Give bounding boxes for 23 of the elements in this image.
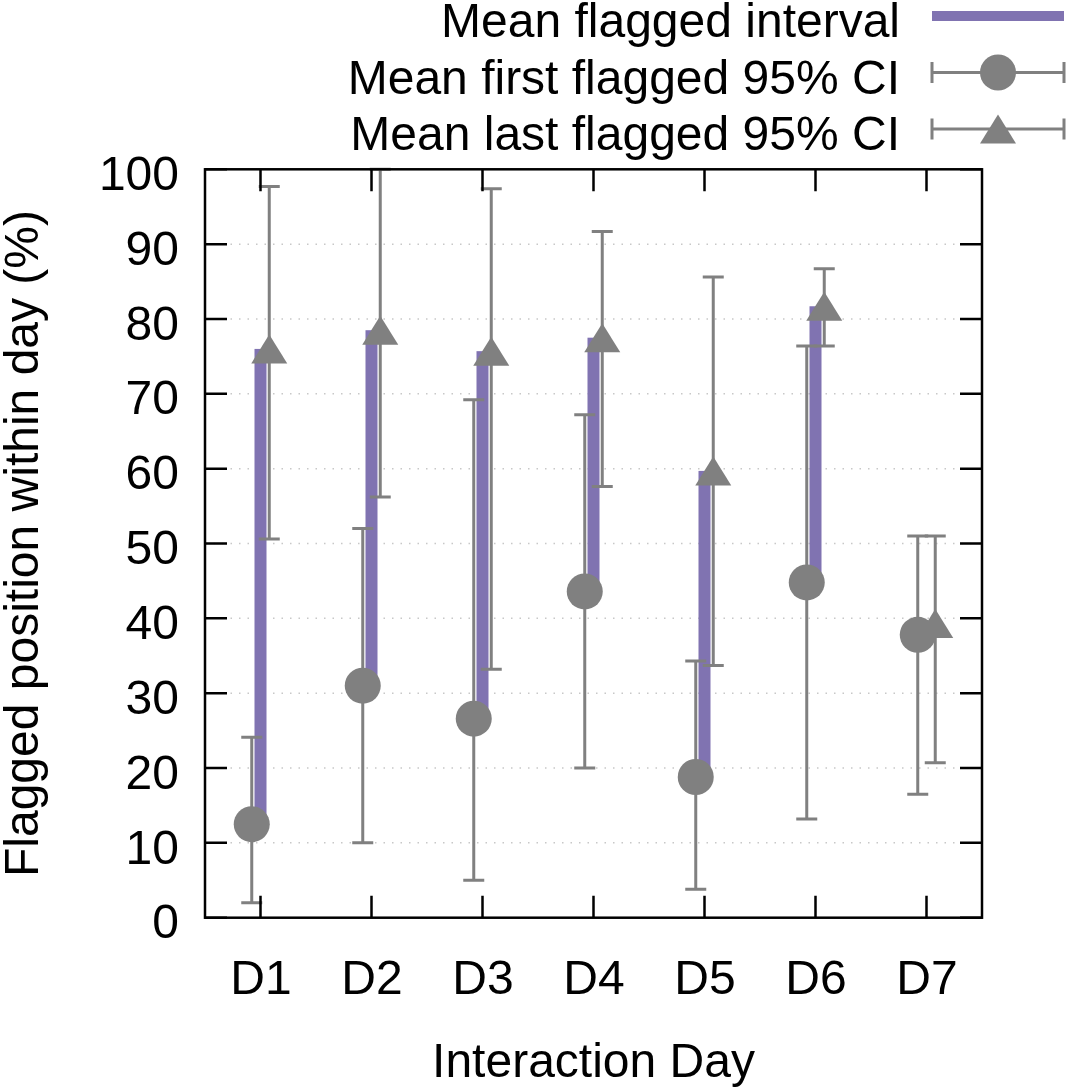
x-tick-label: D7 — [896, 950, 958, 1004]
legend-label: Mean first flagged 95% CI — [347, 50, 900, 104]
y-tick-label: 80 — [125, 296, 179, 350]
y-tick-label: 40 — [125, 596, 179, 649]
y-tick-label: 20 — [125, 745, 179, 799]
legend-label: Mean last flagged 95% CI — [350, 107, 900, 160]
y-tick-label: 90 — [125, 221, 179, 275]
x-axis-title: Interaction Day — [432, 1034, 755, 1087]
y-tick-label: 70 — [125, 371, 179, 425]
x-tick-label: D2 — [341, 950, 403, 1004]
y-tick-label: 30 — [125, 670, 179, 724]
y-tick-label: 100 — [98, 146, 179, 200]
y-tick-label: 0 — [152, 895, 179, 949]
x-tick-label: D6 — [785, 950, 847, 1004]
y-axis-title: Flagged position within day (%) — [0, 209, 48, 878]
x-tick-label: D3 — [452, 950, 514, 1004]
y-tick-label: 50 — [125, 521, 179, 575]
y-tick-label: 60 — [125, 446, 179, 500]
x-tick-label: D4 — [563, 950, 625, 1004]
x-tick-label: D5 — [674, 950, 736, 1004]
x-tick-label: D1 — [230, 950, 292, 1004]
legend-label: Mean flagged interval — [441, 0, 900, 47]
y-tick-label: 10 — [125, 820, 179, 874]
